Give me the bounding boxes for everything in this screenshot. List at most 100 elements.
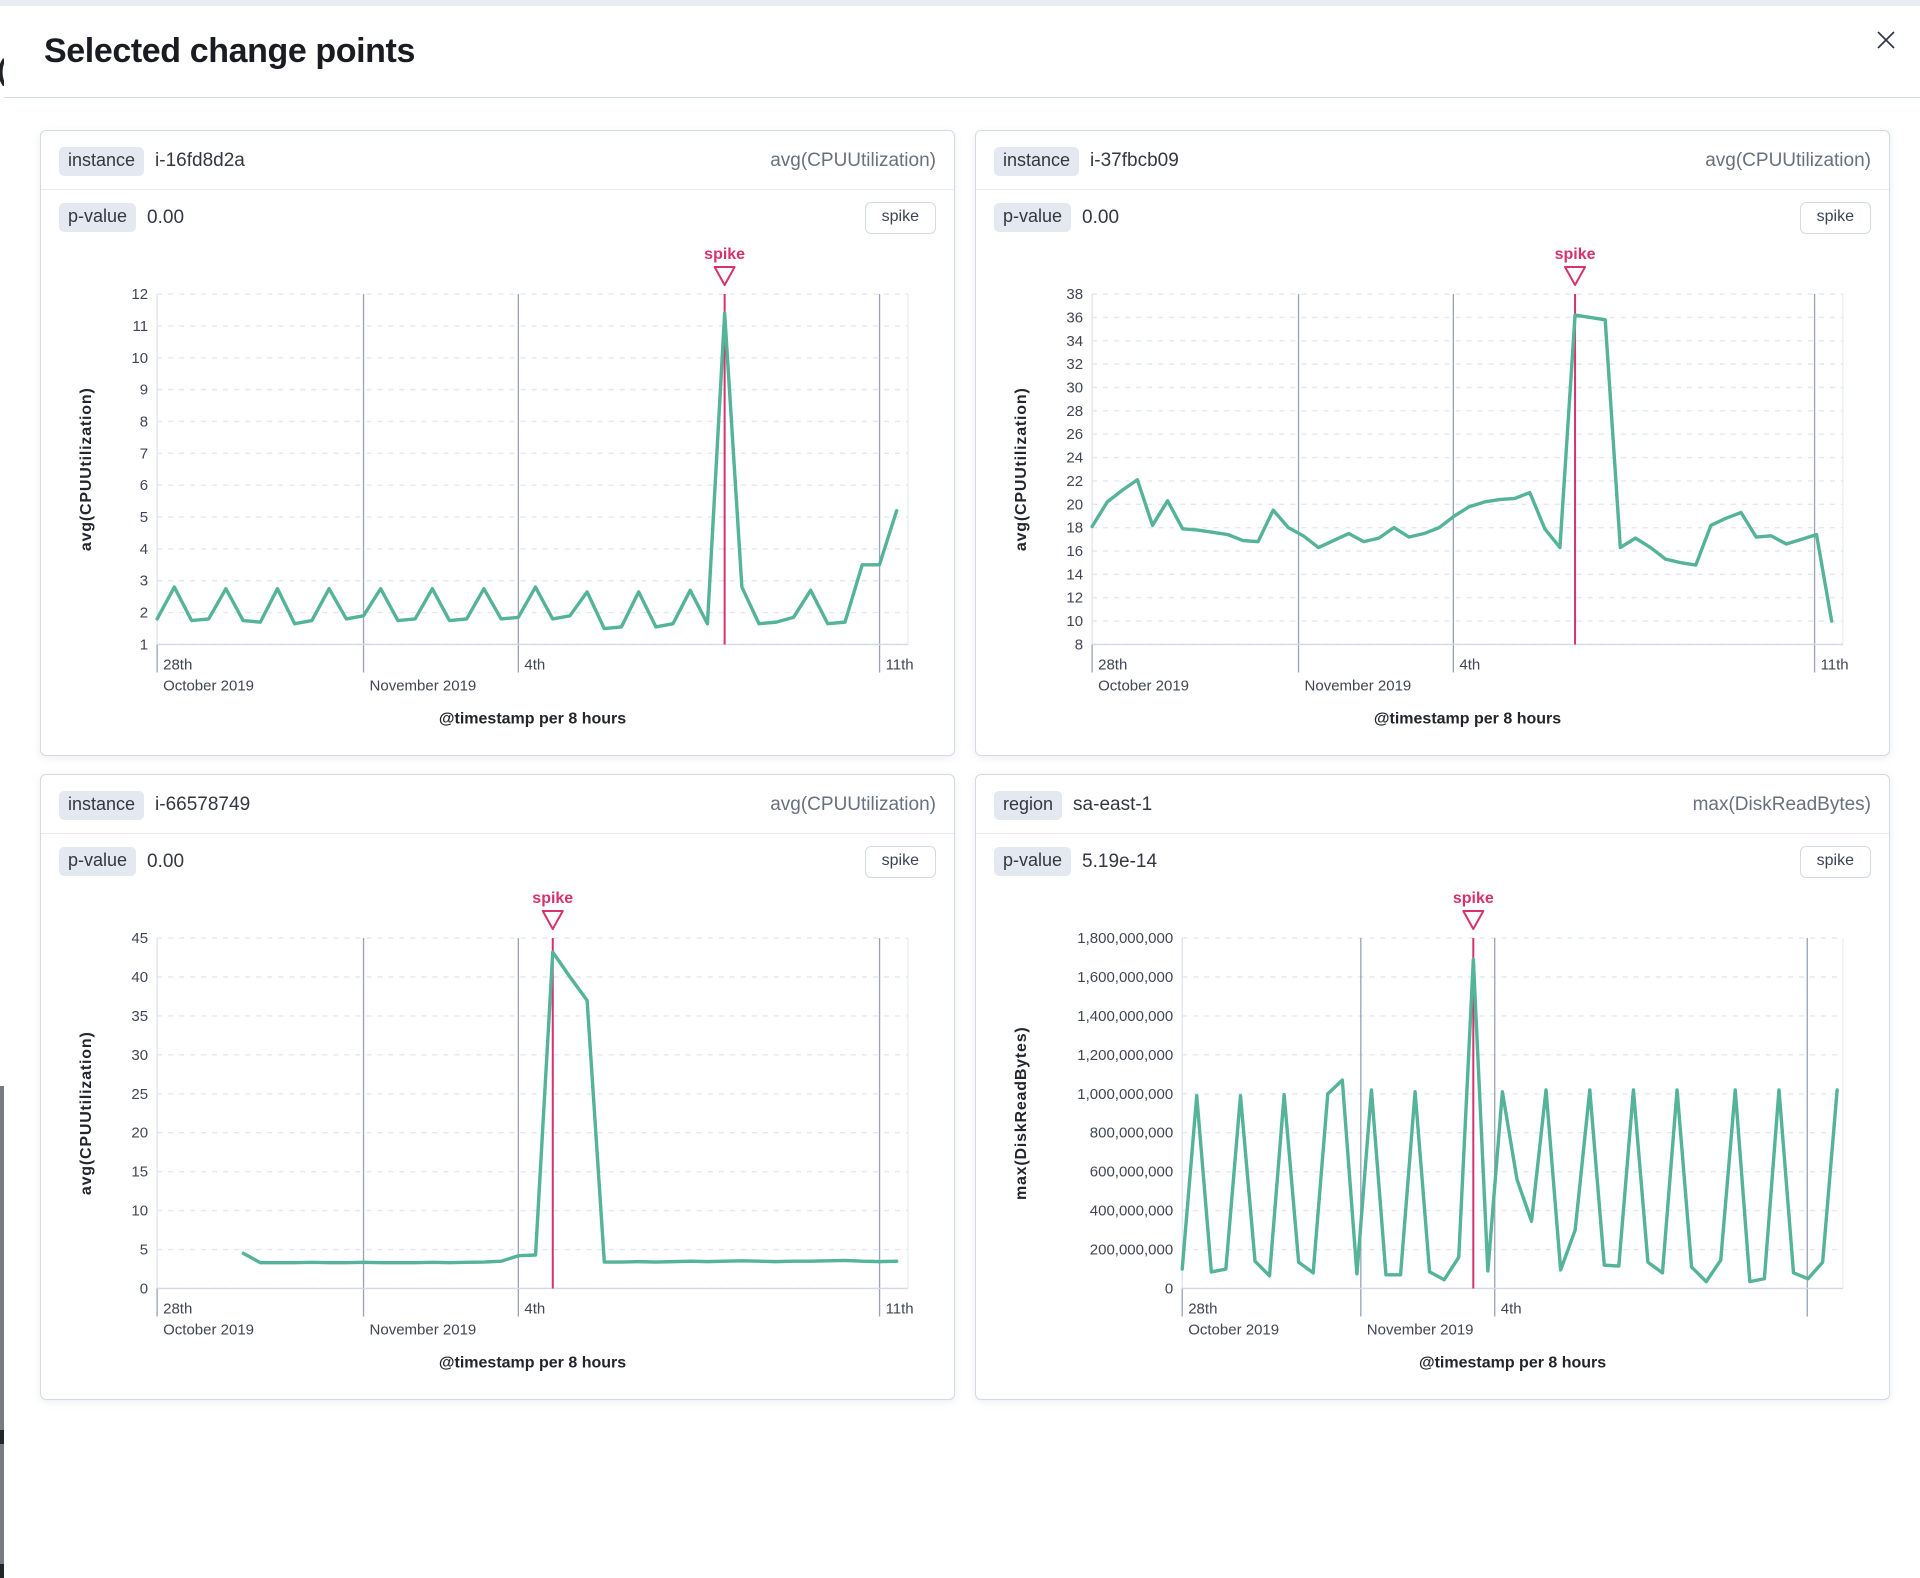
close-button[interactable]	[1870, 24, 1902, 56]
svg-text:October 2019: October 2019	[163, 1321, 254, 1338]
p-value-badge: p-value	[994, 203, 1072, 232]
svg-text:spike: spike	[1555, 246, 1596, 263]
spike-type-button[interactable]: spike	[1799, 845, 1871, 878]
field-badge: region	[994, 791, 1063, 820]
svg-text:14: 14	[1066, 566, 1083, 583]
background-mark	[0, 1430, 4, 1444]
panels-grid: instance i-16fd8d2a avg(CPUUtilization) …	[4, 98, 1920, 1401]
svg-text:avg(CPUUtilization): avg(CPUUtilization)	[78, 1031, 95, 1195]
svg-text:avg(CPUUtilization): avg(CPUUtilization)	[1013, 387, 1030, 551]
modal-header: Selected change points	[4, 6, 1920, 98]
svg-text:@timestamp per 8 hours: @timestamp per 8 hours	[439, 1354, 626, 1371]
svg-text:30: 30	[1066, 379, 1083, 396]
svg-text:20: 20	[131, 1124, 148, 1141]
svg-text:4th: 4th	[1459, 656, 1480, 673]
change-point-chart: 0 5 10 15 20 25 30 35 40 45 28th 4th 11th October 201…	[57, 886, 938, 1392]
svg-text:38: 38	[1066, 286, 1083, 303]
svg-text:10: 10	[131, 1202, 148, 1219]
svg-text:16: 16	[1066, 543, 1083, 560]
change-point-panel-3: instance i-66578749 avg(CPUUtilization) …	[40, 774, 955, 1401]
svg-text:10: 10	[131, 349, 148, 366]
background-gray-strip	[0, 1086, 4, 1578]
svg-text:15: 15	[131, 1163, 148, 1180]
svg-text:400,000,000: 400,000,000	[1090, 1202, 1173, 1219]
p-value: 0.00	[147, 850, 185, 872]
close-icon	[1877, 31, 1895, 49]
svg-text:@timestamp per 8 hours: @timestamp per 8 hours	[1374, 710, 1561, 727]
svg-text:28th: 28th	[1098, 656, 1127, 673]
svg-text:3: 3	[140, 572, 148, 589]
change-point-chart: 8 10 12 14 16 18 20 22 24 26 28 30 32 34 36 38 28th 4th 11…	[992, 242, 1873, 748]
svg-text:28th: 28th	[163, 1300, 192, 1317]
page-title: Selected change points	[44, 32, 415, 70]
metric-label: avg(CPUUtilization)	[1705, 150, 1871, 172]
svg-text:8: 8	[1075, 636, 1083, 653]
field-badge: instance	[59, 791, 145, 820]
p-value: 0.00	[1082, 206, 1120, 228]
svg-text:avg(CPUUtilization): avg(CPUUtilization)	[78, 387, 95, 551]
field-badge: instance	[994, 147, 1080, 176]
svg-text:0: 0	[140, 1280, 148, 1297]
p-value: 5.19e-14	[1082, 850, 1158, 872]
svg-text:12: 12	[1066, 589, 1083, 606]
field-badge: instance	[59, 147, 145, 176]
svg-text:10: 10	[1066, 613, 1083, 630]
spike-type-button[interactable]: spike	[864, 845, 936, 878]
svg-text:November 2019: November 2019	[370, 677, 477, 694]
divider	[41, 832, 954, 834]
svg-text:spike: spike	[532, 890, 573, 907]
p-value-badge: p-value	[59, 203, 137, 232]
svg-text:spike: spike	[704, 246, 745, 263]
svg-text:11th: 11th	[886, 656, 914, 673]
change-point-panel-2: instance i-37fbcb09 avg(CPUUtilization) …	[975, 130, 1890, 757]
svg-text:18: 18	[1066, 519, 1083, 536]
p-value-badge: p-value	[994, 847, 1072, 876]
svg-text:8: 8	[140, 413, 148, 430]
svg-text:1: 1	[140, 636, 148, 653]
divider	[41, 188, 954, 190]
svg-text:November 2019: November 2019	[1367, 1321, 1474, 1338]
svg-text:34: 34	[1066, 332, 1083, 349]
svg-text:11th: 11th	[886, 1300, 914, 1317]
svg-text:24: 24	[1066, 449, 1083, 466]
divider	[976, 832, 1889, 834]
svg-text:28th: 28th	[163, 656, 192, 673]
p-value: 0.00	[147, 206, 185, 228]
svg-text:28: 28	[1066, 402, 1083, 419]
field-value: i-37fbcb09	[1090, 150, 1179, 172]
svg-text:5: 5	[140, 509, 148, 526]
field-value: sa-east-1	[1073, 794, 1153, 816]
svg-text:October 2019: October 2019	[1098, 677, 1189, 694]
svg-text:200,000,000: 200,000,000	[1090, 1241, 1173, 1258]
svg-text:30: 30	[131, 1046, 148, 1063]
svg-text:1,600,000,000: 1,600,000,000	[1077, 969, 1173, 986]
change-point-panel-4: region sa-east-1 max(DiskReadBytes) p-va…	[975, 774, 1890, 1401]
spike-type-button[interactable]: spike	[1799, 201, 1871, 234]
svg-text:26: 26	[1066, 426, 1083, 443]
background-page-sliver: (	[0, 6, 4, 1578]
svg-text:October 2019: October 2019	[1188, 1321, 1279, 1338]
svg-text:4: 4	[140, 540, 148, 557]
divider	[976, 188, 1889, 190]
svg-text:40: 40	[131, 969, 148, 986]
svg-text:9: 9	[140, 381, 148, 398]
svg-text:1,400,000,000: 1,400,000,000	[1077, 1007, 1173, 1024]
svg-text:@timestamp per 8 hours: @timestamp per 8 hours	[439, 710, 626, 727]
svg-text:6: 6	[140, 477, 148, 494]
background-mark	[0, 1564, 4, 1578]
field-value: i-66578749	[155, 794, 251, 816]
svg-text:@timestamp per 8 hours: @timestamp per 8 hours	[1419, 1354, 1606, 1371]
svg-text:4th: 4th	[524, 1300, 545, 1317]
metric-label: avg(CPUUtilization)	[770, 150, 936, 172]
svg-text:11th: 11th	[1821, 656, 1849, 673]
background-glyph: (	[0, 54, 4, 88]
p-value-badge: p-value	[59, 847, 137, 876]
svg-text:800,000,000: 800,000,000	[1090, 1124, 1173, 1141]
svg-text:October 2019: October 2019	[163, 677, 254, 694]
svg-text:11: 11	[133, 317, 149, 334]
svg-text:25: 25	[131, 1085, 148, 1102]
svg-text:1,200,000,000: 1,200,000,000	[1077, 1046, 1173, 1063]
svg-text:22: 22	[1066, 472, 1083, 489]
spike-type-button[interactable]: spike	[864, 201, 936, 234]
svg-text:4th: 4th	[524, 656, 545, 673]
